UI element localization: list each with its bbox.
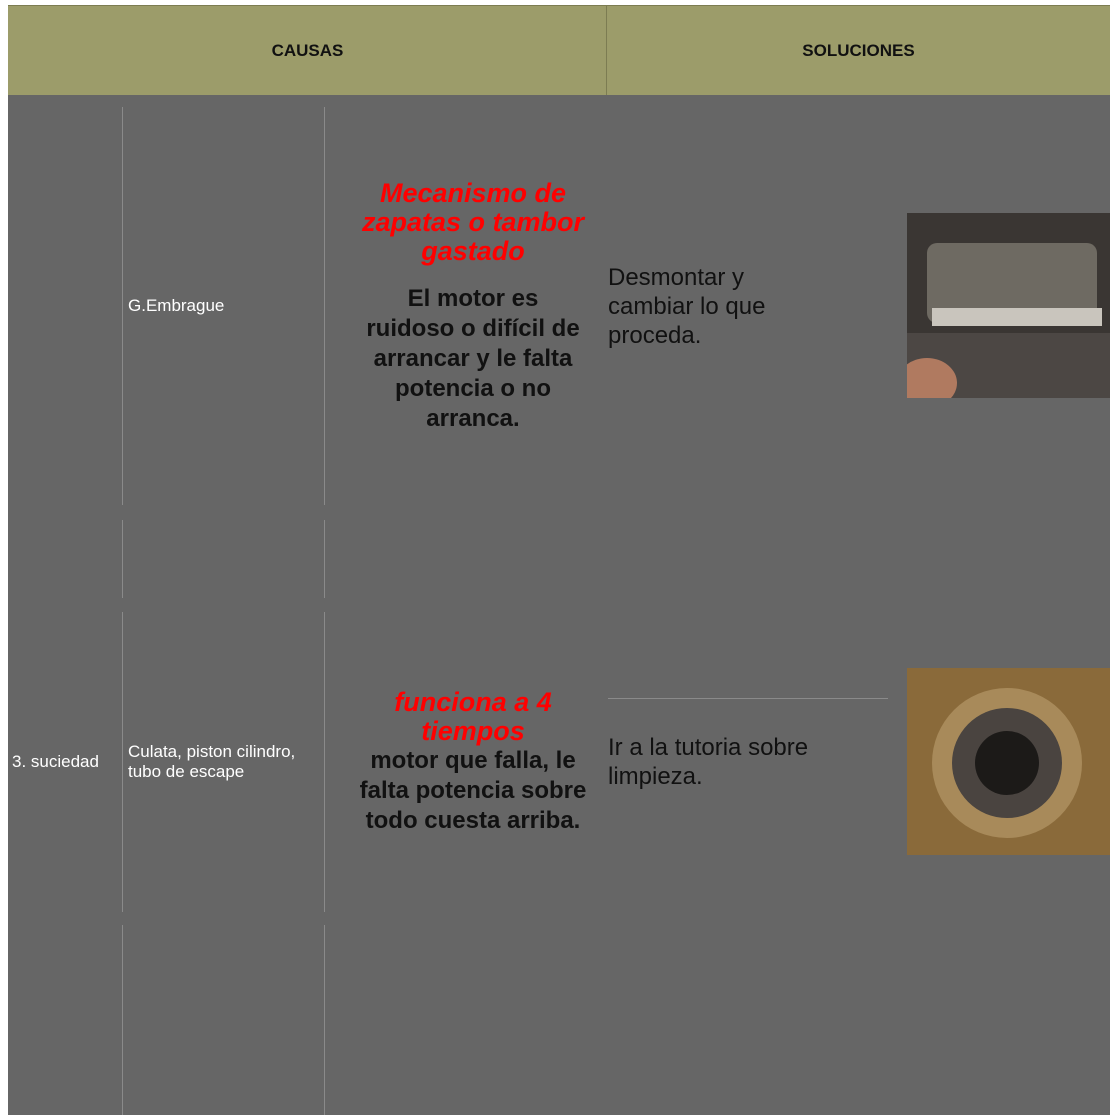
cell-divider [122,612,123,912]
cause-title: funciona a 4 tiempos [394,687,552,746]
header-divider [606,6,607,96]
header-soluciones: SOLUCIONES [802,41,915,60]
cell-divider [122,107,123,505]
cell-divider [122,520,123,598]
photo-brake-shoe [907,213,1110,398]
cell-divider [122,925,123,1115]
cell-divider [608,698,888,699]
solution: Ir a la tutoria sobre limpieza. [608,734,809,790]
cause-cell: funciona a 4 tiempos motor que falla, le… [330,612,616,912]
number-cell: 3. suciedad [12,752,99,771]
cell-divider [324,107,325,505]
cell-divider [324,520,325,598]
header-causas: CAUSAS [271,41,344,60]
cause-title: Mecanismo de zapatas o tambor gastado [361,177,585,266]
cause-cell: Mecanismo de zapatas o tambor gastado El… [330,107,616,505]
part-cell: G.Embrague [128,296,225,315]
photo-exhaust [907,668,1110,855]
symptom: El motor es ruidoso o difícil de arranca… [366,284,580,432]
solution: Desmontar y cambiar lo que proceda. [608,263,766,349]
table-header: CAUSAS SOLUCIONES [8,5,1110,96]
part-cell: Culata, piston cilindro, tubo de escape [128,742,296,781]
symptom: motor que falla, le falta potencia sobre… [359,747,587,834]
table-body: G.Embrague Mecanismo de zapatas o tambor… [8,95,1110,1115]
cell-divider [324,925,325,1115]
cell-divider [324,612,325,912]
